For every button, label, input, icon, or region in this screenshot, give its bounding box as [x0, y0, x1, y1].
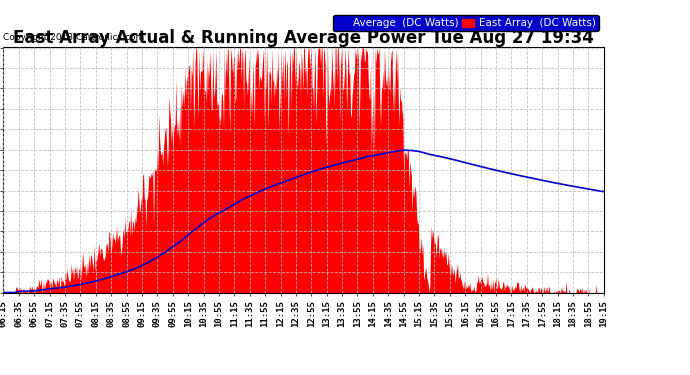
Title: East Array Actual & Running Average Power Tue Aug 27 19:34: East Array Actual & Running Average Powe… [13, 29, 594, 47]
Text: Copyright 2013 Cartronics.com: Copyright 2013 Cartronics.com [3, 33, 145, 42]
Legend: Average  (DC Watts), East Array  (DC Watts): Average (DC Watts), East Array (DC Watts… [333, 15, 598, 32]
